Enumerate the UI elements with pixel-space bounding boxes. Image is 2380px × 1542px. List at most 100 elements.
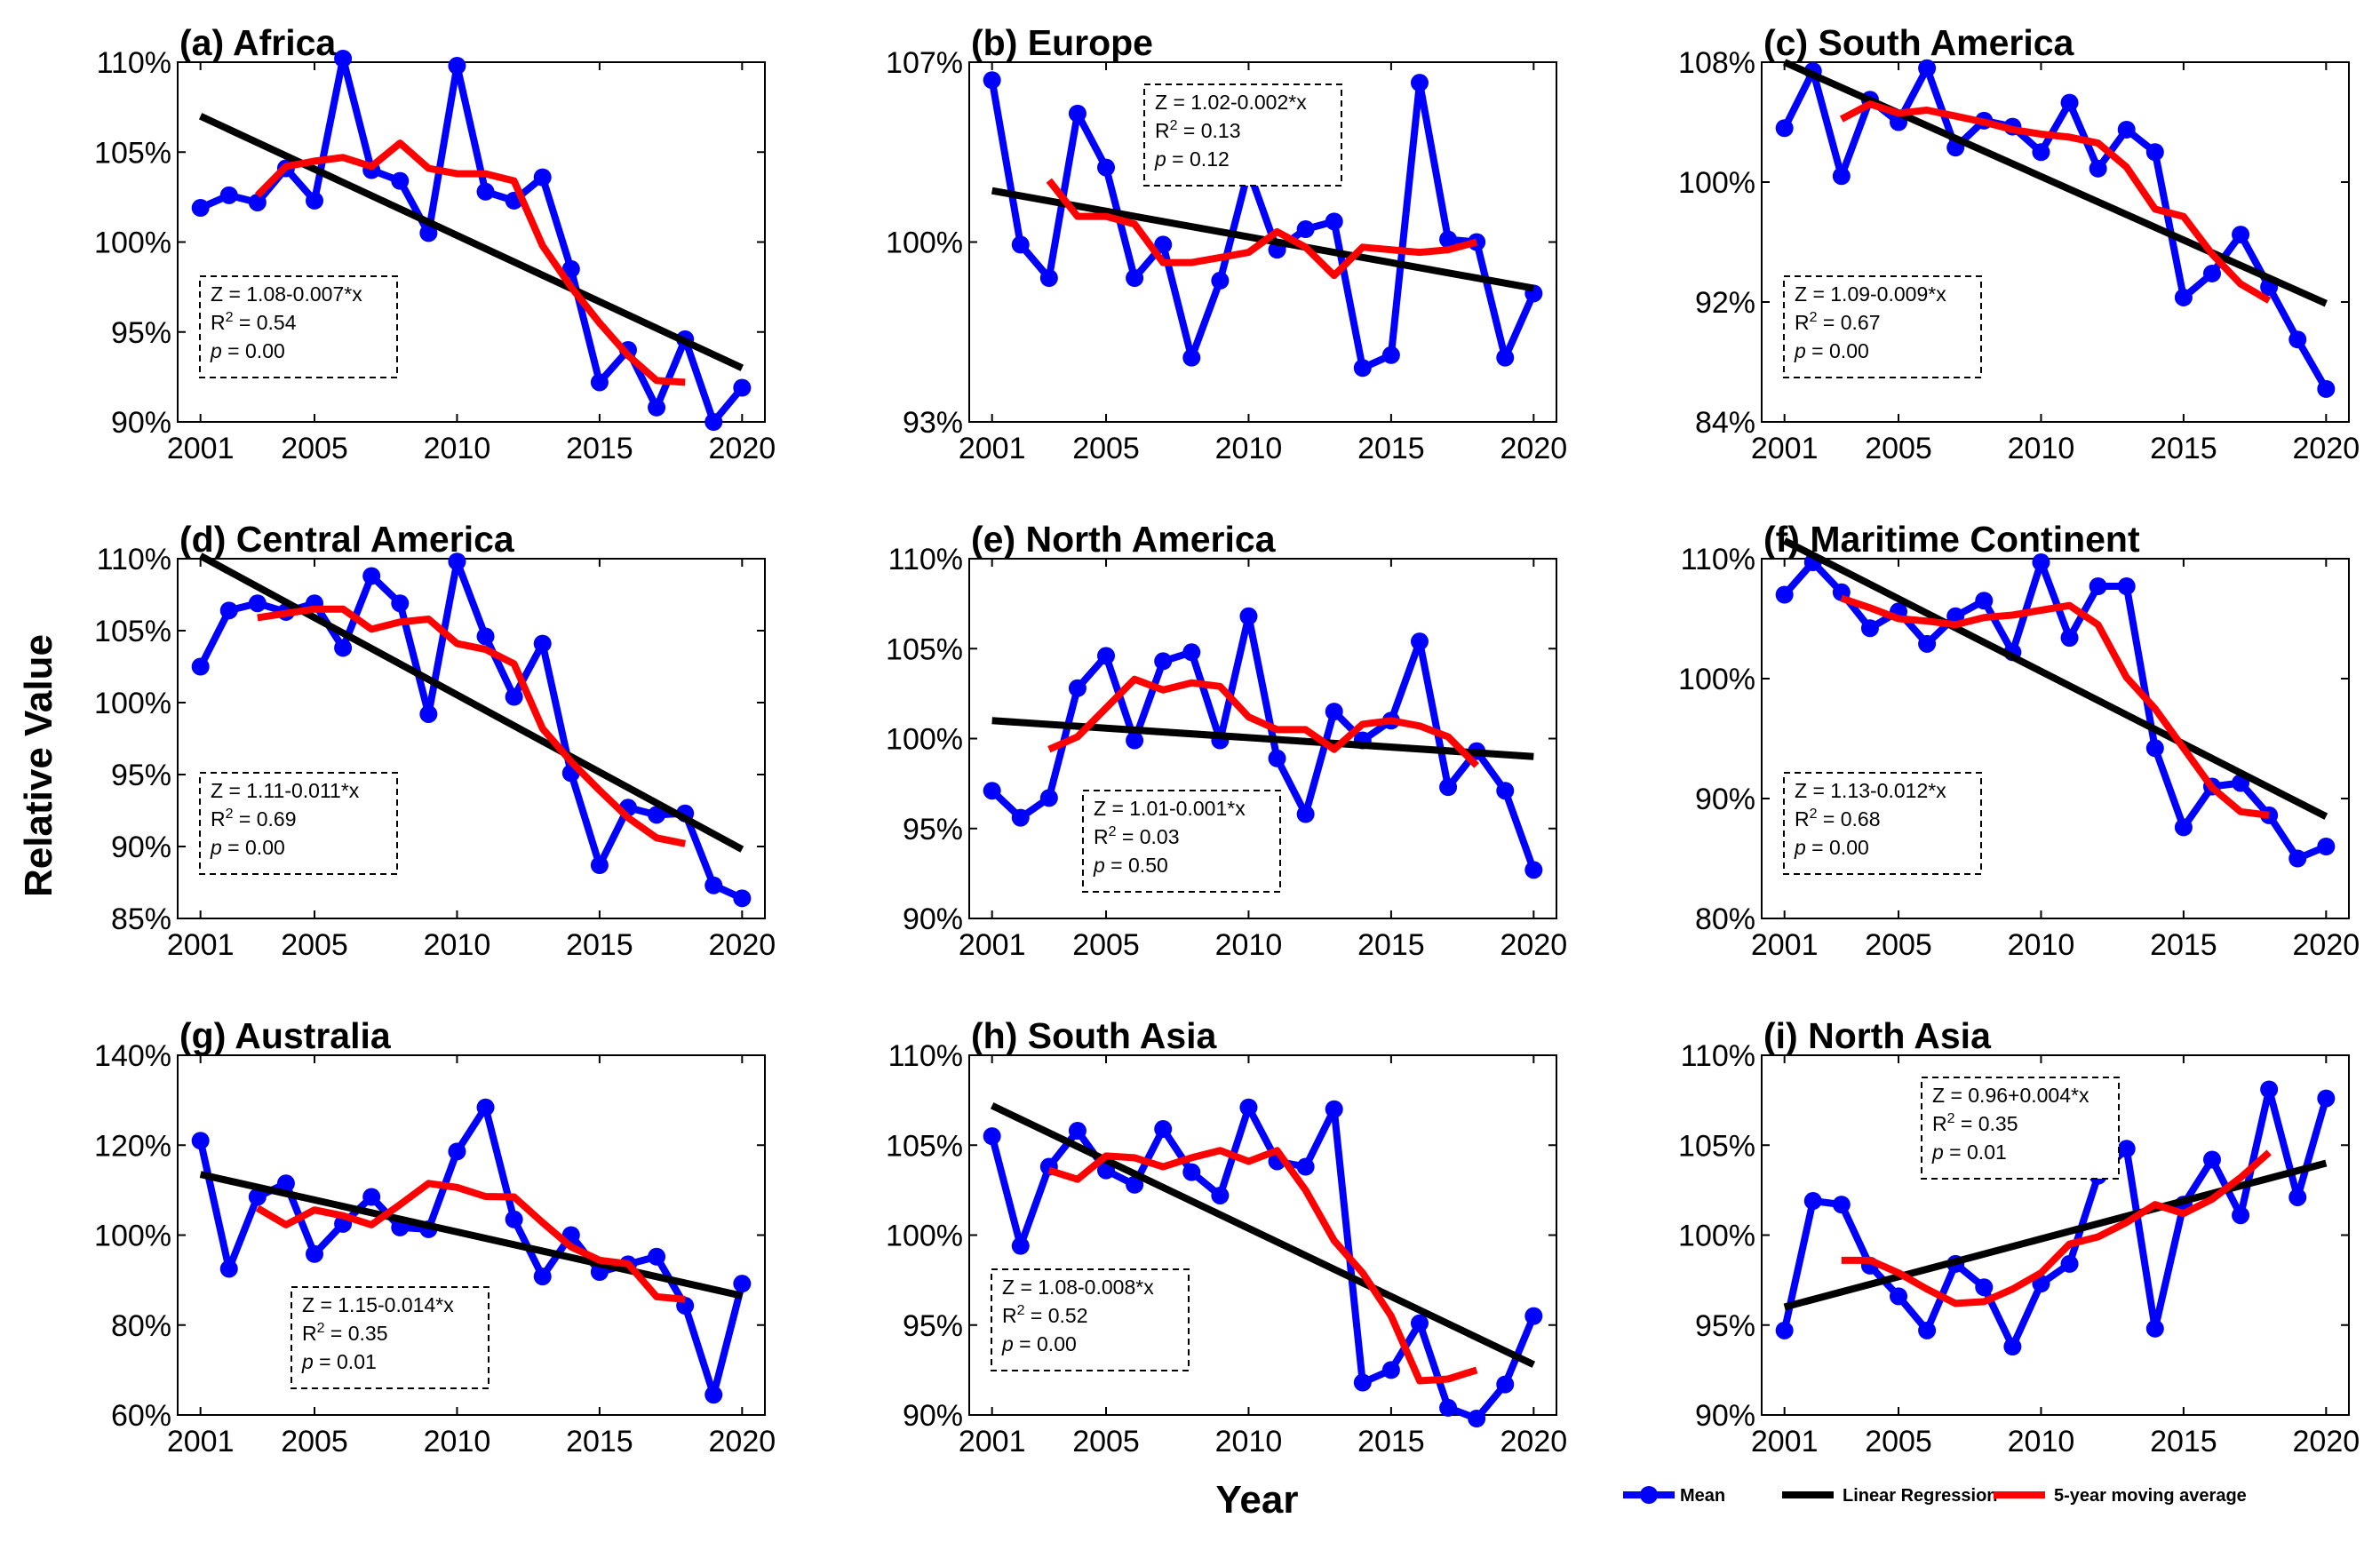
mean-point (276, 1174, 295, 1193)
equation-box-frame (1921, 1077, 2120, 1180)
mean-point (733, 889, 752, 908)
x-tick-label: 2005 (1865, 432, 1932, 465)
mean-point (1097, 647, 1116, 665)
equation-box: Z = 1.09-0.009*x R2 = 0.67 p = 0.00 (1783, 275, 1982, 378)
y-tick-label: 105% (94, 615, 171, 648)
mean-point (733, 1275, 752, 1293)
mean-point (1775, 585, 1794, 604)
mean-point (191, 199, 210, 218)
mean-point (1918, 634, 1937, 653)
legend-mean-label: Mean (1680, 1486, 1725, 1506)
moving-average-line (254, 139, 686, 386)
mean-point (983, 71, 1001, 90)
equation-r2-value: = 0.03 (1117, 825, 1180, 848)
mean-point (2032, 143, 2050, 162)
x-tick-label: 2015 (1357, 1425, 1425, 1459)
mean-point (505, 688, 523, 706)
panel-title: (e) North America (971, 519, 1277, 560)
equation-p-value: = 0.12 (1166, 147, 1230, 171)
mean-point (590, 373, 609, 392)
equation-formula: Z = 1.09-0.009*x (1795, 282, 1946, 306)
y-tick-label: 95% (1695, 1309, 1755, 1343)
mean-point (561, 259, 580, 278)
mean-point (362, 1188, 381, 1206)
y-tick-label: 110% (888, 1039, 963, 1073)
y-tick-label: 105% (886, 632, 963, 666)
equation-box-frame (1783, 275, 1982, 378)
panel-4: (d) Central America 85% 90% 95% 100% 105% 110%… (94, 519, 776, 962)
mean-point (2174, 818, 2193, 837)
x-tick-label: 2010 (1215, 928, 1283, 962)
equation-r2: R2 = 0.03 (1094, 824, 1180, 848)
regression-line (1783, 1159, 2328, 1311)
mean-point (1182, 348, 1201, 367)
equation-p: p = 0.01 (1931, 1141, 2007, 1164)
y-tick-label: 100% (94, 1220, 171, 1253)
mean-point (2317, 1089, 2336, 1108)
equation-box: Z = 1.13-0.012*x R2 = 0.68 p = 0.00 (1783, 772, 1982, 875)
equation-p: p = 0.00 (210, 339, 285, 362)
y-tick-label: 120% (94, 1129, 171, 1163)
mean-point (1381, 346, 1400, 364)
moving-average-line (1840, 594, 2270, 819)
y-tick-label: 105% (94, 136, 171, 170)
mean-point (1496, 782, 1515, 800)
equation-p: p = 0.00 (1794, 339, 1869, 362)
mean-point (419, 224, 438, 242)
y-tick-label: 90% (903, 1399, 963, 1433)
panel-8: (h) South Asia 90% 95% 100% 105% 110% 2001 2005… (886, 1015, 1567, 1459)
panel-2: (b) Europe 93% 100% 107% 2001 2005 2010 2015 202… (886, 22, 1567, 465)
mean-point (1439, 230, 1458, 249)
mean-series-line (988, 79, 1537, 372)
x-tick-label: 2010 (2008, 928, 2075, 962)
equation-box: Z = 1.08-0.008*x R2 = 0.52 p = 0.00 (991, 1268, 1190, 1371)
mean-point (1410, 632, 1429, 651)
mean-point (1524, 1307, 1543, 1325)
mean-point (648, 398, 666, 417)
mean-point (219, 186, 238, 204)
equation-r2-value: = 0.69 (234, 807, 297, 831)
y-tick-label: 110% (1681, 543, 1755, 576)
x-tick-label: 2001 (959, 432, 1026, 465)
equation-box-frame (1783, 772, 1982, 875)
mean-point (248, 193, 267, 211)
panel-title: (a) Africa (179, 22, 337, 63)
mean-point (733, 378, 752, 397)
mean-point (391, 594, 410, 613)
equation-r2-superscript: 2 (1170, 118, 1178, 133)
y-tick-label: 110% (888, 543, 963, 576)
x-tick-label: 2015 (1357, 928, 1425, 962)
mean-point (1154, 235, 1173, 254)
equation-r2-value: = 0.13 (1178, 119, 1241, 142)
mean-point (1775, 1321, 1794, 1339)
x-tick-label: 2015 (566, 1425, 633, 1459)
mean-point (2117, 577, 2136, 596)
x-tick-label: 2010 (1215, 1425, 1283, 1459)
mean-point (1182, 1163, 1201, 1181)
equation-r2: R2 = 0.69 (211, 807, 297, 831)
equation-r2: R2 = 0.67 (1795, 310, 1881, 334)
y-tick-label: 95% (111, 316, 171, 350)
equation-r2: R2 = 0.13 (1155, 118, 1241, 142)
mean-point (476, 627, 495, 646)
mean-point (1239, 1098, 1258, 1117)
x-tick-label: 2005 (1072, 432, 1140, 465)
panel-title: (c) South America (1763, 22, 2075, 63)
mean-point (1439, 778, 1458, 797)
equation-r2-value: = 0.52 (1025, 1304, 1088, 1327)
mean-point (219, 1260, 238, 1278)
mean-point (1039, 269, 1058, 287)
mean-point (2317, 838, 2336, 855)
mean-point (1439, 1398, 1458, 1417)
mean-point (2174, 288, 2193, 306)
mean-point (1325, 212, 1343, 231)
equation-p-symbol: p (1154, 147, 1166, 171)
mean-point (1918, 1321, 1937, 1339)
mean-point (2260, 1080, 2279, 1099)
mean-point (448, 552, 466, 571)
x-tick-label: 2010 (424, 928, 491, 962)
mean-point (1775, 119, 1794, 138)
y-tick-label: 93% (903, 406, 963, 440)
x-tick-label: 2005 (1865, 1425, 1932, 1459)
mean-point (1068, 1122, 1087, 1141)
